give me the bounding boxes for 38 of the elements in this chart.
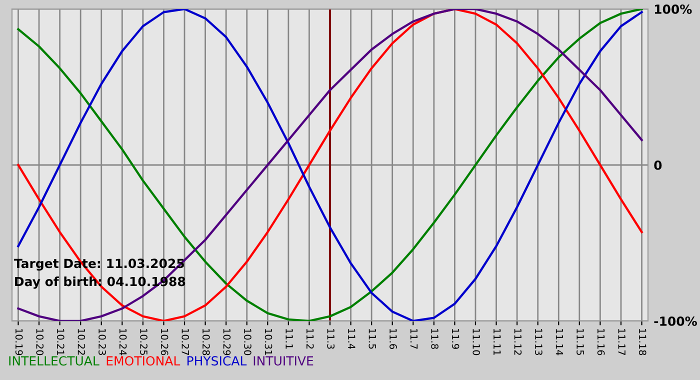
x-tick-label: 11.13 <box>535 329 542 355</box>
y-tick-label: 0 <box>654 160 662 170</box>
x-tick-label: 10.21 <box>56 329 64 355</box>
x-tick-label: 10.26 <box>160 329 168 356</box>
x-tick-label: 11.14 <box>556 329 564 356</box>
x-tick-label: 11.9 <box>452 329 460 349</box>
x-tick-label: 10.19 <box>15 329 23 356</box>
text: EMOTIONAL <box>106 356 180 366</box>
x-tick-label: 10.30 <box>244 329 252 356</box>
x-tick-label: 10.29 <box>223 329 231 356</box>
x-tick-label: 11.17 <box>618 329 626 355</box>
x-tick-label: 11.4 <box>348 329 356 350</box>
x-tick-label: 10.28 <box>202 329 210 356</box>
x-tick-label: 11.7 <box>410 329 418 349</box>
x-tick-label: 11.1 <box>286 329 293 349</box>
x-tick-label: 11.3 <box>327 329 335 349</box>
x-tick-label: 10.20 <box>36 329 44 356</box>
text: INTUITIVE <box>254 356 314 366</box>
x-tick-label: 11.2 <box>306 329 314 349</box>
x-tick-label: 10.31 <box>264 329 272 355</box>
x-tick-label: 11.5 <box>368 329 376 349</box>
x-tick-label: 10.27 <box>182 329 190 355</box>
x-tick-label: 11.18 <box>638 329 646 356</box>
x-tick-label: 11.12 <box>514 329 522 355</box>
y-tick-label: -100% <box>654 316 697 326</box>
x-tick-label: 11.15 <box>576 329 584 355</box>
text: PHYSICAL <box>187 356 247 366</box>
x-tick-label: 11.8 <box>431 329 438 349</box>
x-tick-label: 10.25 <box>140 329 148 355</box>
text: INTELLECTUAL <box>9 356 100 366</box>
x-tick-label: 10.22 <box>78 329 86 355</box>
x-tick-label: 10.23 <box>98 329 106 355</box>
x-tick-label: 11.10 <box>472 329 480 356</box>
x-tick-label: 11.16 <box>597 329 605 356</box>
y-tick-label: 100% <box>654 4 692 14</box>
x-tick-label: 11.6 <box>390 329 397 349</box>
x-tick-label: 10.24 <box>119 329 127 356</box>
x-tick-label: 11.11 <box>494 329 501 355</box>
